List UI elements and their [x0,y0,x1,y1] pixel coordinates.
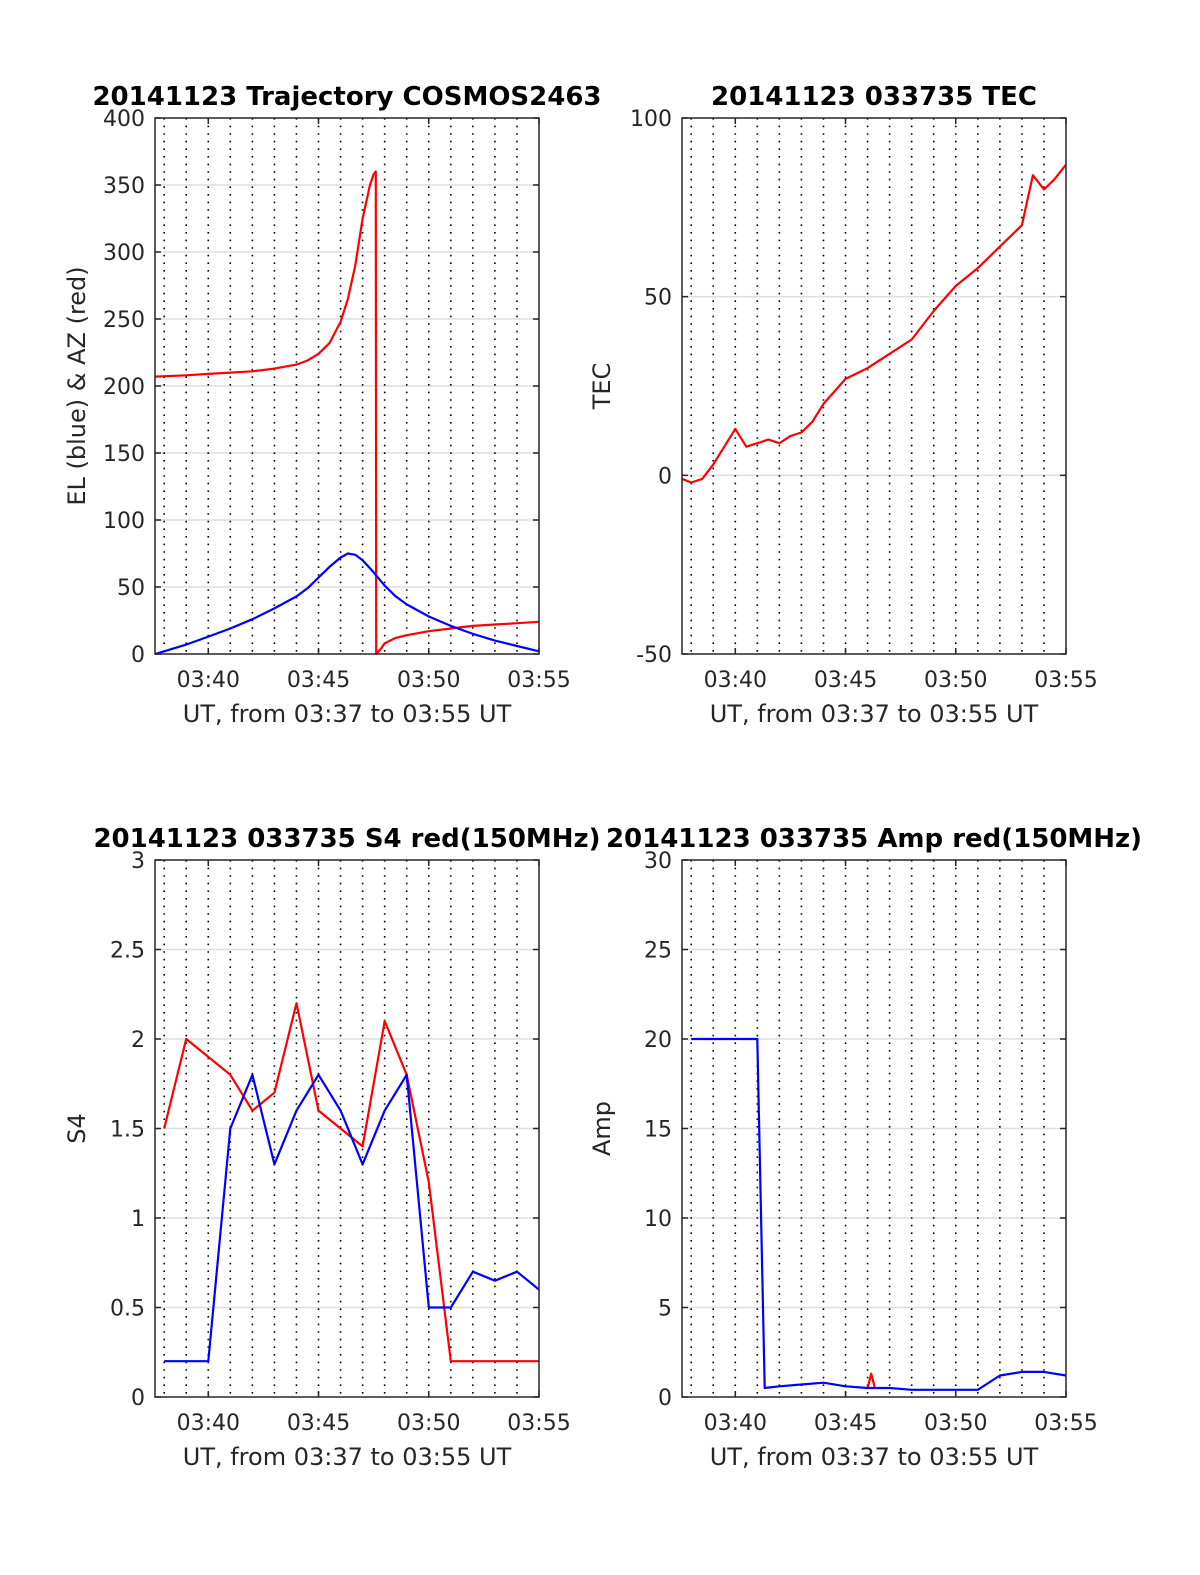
y-tick-label: 1.5 [110,1118,145,1143]
y-tick-label: 0 [131,1386,145,1411]
y-tick-label: 1 [131,1207,145,1232]
y-tick-label: 100 [630,107,672,132]
x-axis-label: UT, from 03:37 to 03:55 UT [710,1443,1039,1471]
y-tick-label: 250 [103,308,145,333]
data-series-1 [681,163,1067,484]
data-series-1 [866,1372,876,1389]
data-series-2 [154,552,540,656]
x-tick-label: 03:55 [507,668,570,693]
y-tick-label: 150 [103,442,145,467]
x-tick-label: 03:45 [814,1411,877,1436]
y-axis-label: Amp [588,1101,616,1156]
y-tick-label: 2.5 [110,939,145,964]
y-tick-label: 0 [131,643,145,668]
y-axis-label: TEC [588,363,616,411]
x-tick-label: 03:40 [704,1411,767,1436]
y-tick-label: 2 [131,1028,145,1053]
y-tick-label: 0.5 [110,1297,145,1322]
chart-title: 20141123 033735 Amp red(150MHz) [606,824,1142,854]
y-tick-label: 350 [103,174,145,199]
y-tick-label: 30 [644,849,672,874]
y-tick-label: 100 [103,509,145,534]
y-axis-label: EL (blue) & AZ (red) [63,266,91,505]
y-tick-label: 400 [103,107,145,132]
y-tick-label: 200 [103,375,145,400]
chart-title: 20141123 033735 S4 red(150MHz) [93,824,600,854]
y-axis-label: S4 [63,1113,91,1144]
x-tick-label: 03:40 [177,1411,240,1436]
axes-box [681,117,1067,655]
x-tick-label: 03:45 [287,668,350,693]
x-tick-label: 03:45 [814,668,877,693]
data-series-2 [691,1037,1067,1391]
x-tick-label: 03:50 [397,668,460,693]
chart-title: 20141123 Trajectory COSMOS2463 [92,82,601,112]
x-axis-label: UT, from 03:37 to 03:55 UT [183,1443,512,1471]
y-tick-label: 15 [644,1118,672,1143]
chart-panel-2: -50 0 50 100 03:40 03:45 03:50 03:55 20141123 03… [588,82,1098,728]
x-tick-label: 03:55 [1034,1411,1097,1436]
x-tick-label: 03:45 [287,1411,350,1436]
y-tick-label: 50 [644,286,672,311]
chart-title: 20141123 033735 TEC [711,82,1037,112]
x-tick-label: 03:50 [924,1411,987,1436]
x-tick-label: 03:50 [397,1411,460,1436]
chart-panel-4: 0 5 10 15 20 25 30 03:40 03:45 03:50 03:55 20141123… [588,824,1142,1471]
x-tick-label: 03:50 [924,668,987,693]
x-axis-label: UT, from 03:37 to 03:55 UT [183,700,512,728]
chart-panel-3: 0 0.5 1 1.5 2 2.5 3 03:40 03:45 03:50 03:55 2014112… [63,824,601,1471]
y-tick-label: 3 [131,849,145,874]
y-tick-label: 10 [644,1207,672,1232]
y-tick-label: 5 [658,1297,672,1322]
y-tick-label: 0 [658,464,672,489]
x-tick-label: 03:55 [507,1411,570,1436]
data-series-1 [154,170,540,656]
y-tick-label: -50 [636,643,672,668]
x-tick-label: 03:55 [1034,668,1097,693]
y-tick-label: 300 [103,241,145,266]
x-axis-label: UT, from 03:37 to 03:55 UT [710,700,1039,728]
chart-panel-1: 0 50 100 150 200 250 300 350 400 03:40 03:45 03:50 0… [63,82,602,728]
data-series-2 [164,1073,540,1363]
x-tick-label: 03:40 [704,668,767,693]
y-tick-label: 50 [117,576,145,601]
y-tick-label: 20 [644,1028,672,1053]
y-tick-label: 25 [644,939,672,964]
x-tick-label: 03:40 [177,668,240,693]
y-tick-label: 0 [658,1386,672,1411]
